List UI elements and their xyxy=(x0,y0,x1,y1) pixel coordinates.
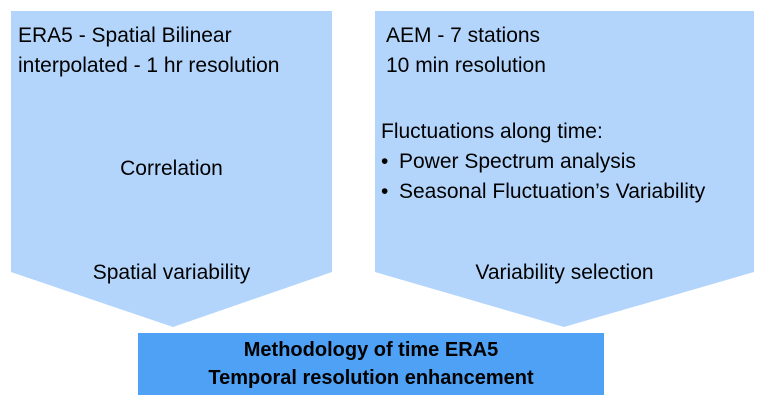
bullet-item: Power Spectrum analysis xyxy=(381,147,705,177)
right-arrow-fluctuations: Fluctuations along time: Power Spectrum … xyxy=(381,117,705,207)
left-arrow-title-line2: interpolated - 1 hr resolution xyxy=(18,54,280,77)
result-box: Methodology of time ERA5 Temporal resolu… xyxy=(138,333,604,395)
right-arrow-title-line1: AEM - 7 stations xyxy=(386,24,541,47)
right-arrow-title: AEM - 7 stations 10 min resolution xyxy=(386,21,546,81)
result-line2: Temporal resolution enhancement xyxy=(208,367,534,389)
left-arrow-bottom-label: Spatial variability xyxy=(92,261,251,284)
left-arrow-title-line1: ERA5 - Spatial Bilinear xyxy=(18,24,232,47)
left-arrow-title: ERA5 - Spatial Bilinear interpolated - 1… xyxy=(18,21,280,81)
fluctuations-bullet-list: Power Spectrum analysis Seasonal Fluctua… xyxy=(381,147,705,207)
left-down-arrow xyxy=(11,11,332,327)
fluctuations-heading: Fluctuations along time: xyxy=(381,120,603,143)
right-arrow-bottom-label: Variability selection xyxy=(475,261,654,284)
right-arrow-title-line2: 10 min resolution xyxy=(386,54,546,77)
bullet-item: Seasonal Fluctuation’s Variability xyxy=(381,177,705,207)
left-arrow-middle-label: Correlation xyxy=(120,157,223,180)
result-line1: Methodology of time ERA5 xyxy=(243,339,499,361)
